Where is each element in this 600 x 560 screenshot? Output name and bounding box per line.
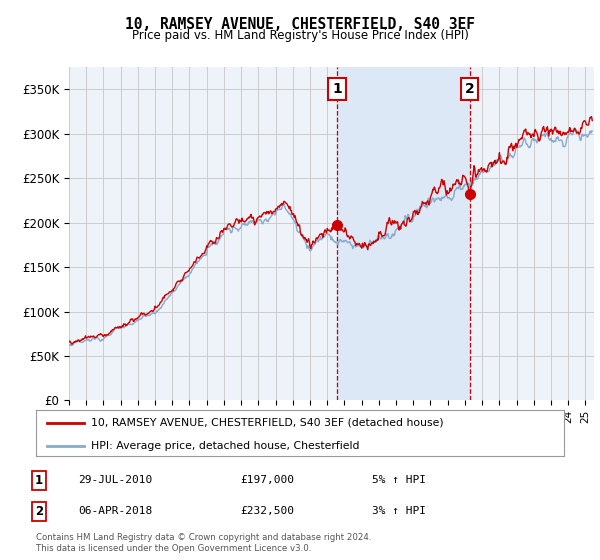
Text: 2: 2	[464, 82, 475, 96]
Bar	[337, 67, 470, 400]
Text: 29-JUL-2010: 29-JUL-2010	[78, 475, 152, 486]
Text: Contains HM Land Registry data © Crown copyright and database right 2024.
This d: Contains HM Land Registry data © Crown c…	[36, 533, 371, 553]
Text: 3% ↑ HPI: 3% ↑ HPI	[372, 506, 426, 516]
Text: 06-APR-2018: 06-APR-2018	[78, 506, 152, 516]
Text: £197,000: £197,000	[240, 475, 294, 486]
Text: 10, RAMSEY AVENUE, CHESTERFIELD, S40 3EF (detached house): 10, RAMSEY AVENUE, CHESTERFIELD, S40 3EF…	[91, 418, 444, 428]
Text: 5% ↑ HPI: 5% ↑ HPI	[372, 475, 426, 486]
Text: Price paid vs. HM Land Registry's House Price Index (HPI): Price paid vs. HM Land Registry's House …	[131, 29, 469, 42]
Text: 1: 1	[35, 474, 43, 487]
Text: 1: 1	[332, 82, 342, 96]
Text: £232,500: £232,500	[240, 506, 294, 516]
Text: HPI: Average price, detached house, Chesterfield: HPI: Average price, detached house, Ches…	[91, 441, 360, 451]
Text: 10, RAMSEY AVENUE, CHESTERFIELD, S40 3EF: 10, RAMSEY AVENUE, CHESTERFIELD, S40 3EF	[125, 17, 475, 32]
Text: 2: 2	[35, 505, 43, 518]
